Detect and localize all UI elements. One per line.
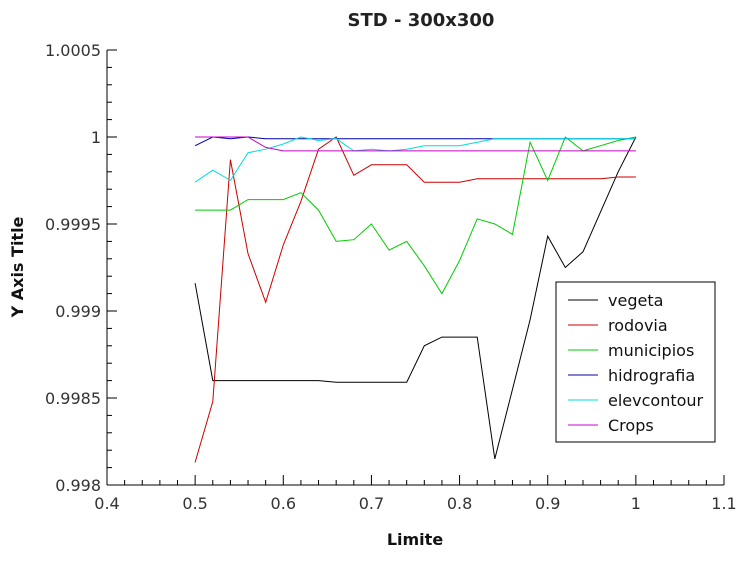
x-tick-label: 0.5 [182,494,207,513]
legend-label-crops: Crops [608,416,654,435]
x-tick-label: 1 [631,494,641,513]
y-tick-label: 1 [91,128,101,147]
x-tick-label: 0.6 [271,494,296,513]
axes: 0.4 0.5 0.6 0.7 0.8 0.9 1 1.1 0.998 0.9985 0.999 0.… [45,41,737,513]
x-axis-title: Limite [387,530,443,549]
y-axis-title: Y Axis Title [8,216,27,318]
x-tick-label: 0.9 [535,494,560,513]
legend: vegeta rodovia municipios hidrografia elevco… [555,281,716,443]
y-tick-label: 0.999 [55,302,101,321]
legend-label-rodovia: rodovia [608,316,668,335]
x-tick-label: 0.8 [447,494,472,513]
series-line-municipios [195,136,636,295]
legend-label-municipios: municipios [608,341,694,360]
x-tick-label: 0.4 [94,494,119,513]
series-line-crops [195,136,636,152]
x-tick-label: 1.1 [711,494,736,513]
series-line-rodovia [194,136,636,463]
series-line-elevcontour [194,136,636,183]
series-line-vegeta [194,136,637,460]
y-tick-label: 0.998 [55,476,101,495]
chart-title: STD - 300x300 [348,10,495,31]
y-tick-label: 1.0005 [45,41,101,60]
y-tick-label: 0.9995 [45,215,101,234]
legend-label-vegeta: vegeta [608,291,663,310]
y-tick-label: 0.9985 [45,389,101,408]
series-lines [194,136,637,463]
x-tick-label: 0.7 [359,494,384,513]
legend-box [555,281,716,443]
legend-label-elevcontour: elevcontour [608,391,704,410]
legend-label-hidrografia: hidrografia [608,366,695,385]
